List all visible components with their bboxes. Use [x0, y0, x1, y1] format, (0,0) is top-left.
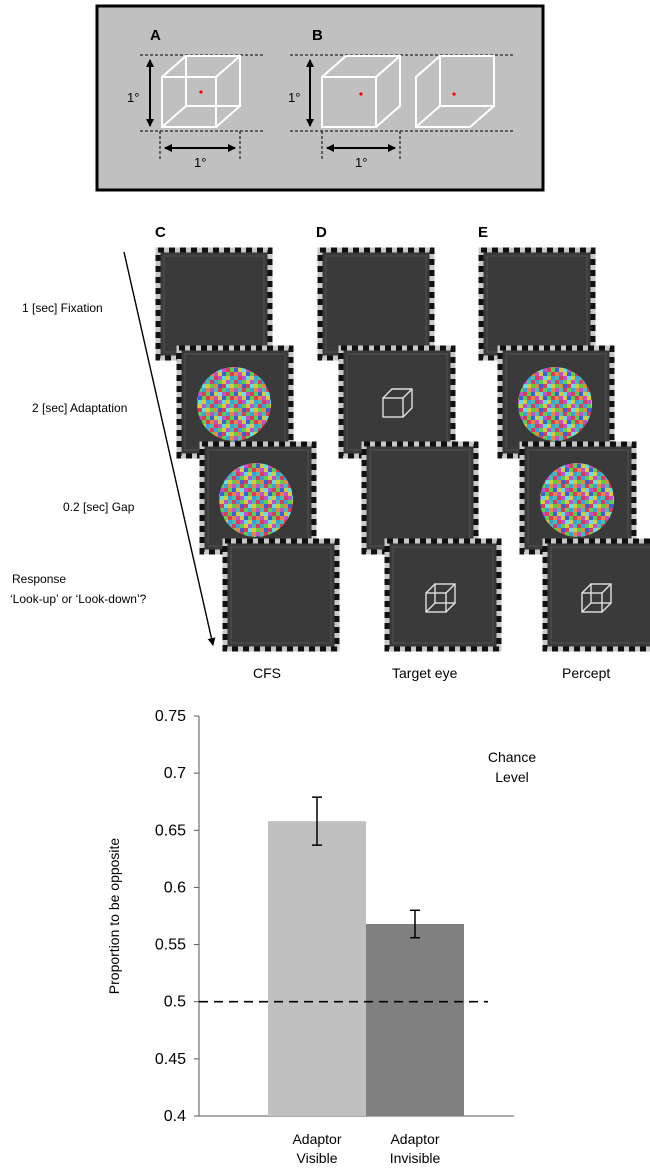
panel-d-label: D	[316, 224, 327, 241]
time-arrow	[123, 251, 216, 646]
fixation-dot-b-left	[359, 92, 363, 96]
step-label-adaptation: 2 [sec] Adaptation	[32, 401, 127, 415]
column-cfs	[158, 250, 337, 649]
y-tick-label: 0.6	[164, 879, 186, 896]
y-tick-label: 0.45	[155, 1051, 186, 1068]
chance-label-line1: Chance	[488, 749, 536, 765]
procedure-diagram: C D E 1 [sec] Fixation 2 [sec] Adaptatio…	[10, 224, 650, 681]
x-category-label: Adaptor	[292, 1131, 341, 1147]
y-ticks: 0.75 0.7 0.65 0.6 0.55 0.5 0.45 0.4	[155, 708, 199, 1125]
panel-c-label: C	[155, 224, 166, 241]
fixation-dot-b-right	[452, 92, 456, 96]
panel-a-label: A	[150, 27, 161, 44]
panel-a-vertical-size: 1°	[127, 90, 139, 105]
panel-b-horizontal-size: 1°	[355, 155, 367, 170]
chance-label-line2: Level	[495, 769, 528, 785]
bar-chart: 0.75 0.7 0.65 0.6 0.55 0.5 0.45 0.4 Chance Leve…	[106, 708, 536, 1166]
step-label-gap: 0.2 [sec] Gap	[63, 500, 135, 514]
y-tick-label: 0.65	[155, 822, 186, 839]
necker-cube-percept	[581, 583, 612, 613]
x-category-label: Invisible	[390, 1150, 441, 1166]
y-tick-label: 0.75	[155, 708, 186, 725]
caption-cfs: CFS	[253, 665, 281, 681]
caption-target-eye: Target eye	[392, 665, 458, 681]
y-tick-label: 0.4	[164, 1108, 186, 1125]
panel-a-horizontal-size: 1°	[194, 155, 206, 170]
response-label: Response	[12, 572, 66, 586]
response-question: ‘Look-up’ or ‘Look-down’?	[10, 592, 147, 606]
panel-b-label: B	[312, 27, 323, 44]
stimulus-panel: A B 1° 1° 1°	[95, 4, 545, 192]
y-tick-label: 0.7	[164, 765, 186, 782]
caption-percept: Percept	[562, 665, 610, 681]
bar-adaptor-invisible	[366, 924, 464, 1116]
step-label-fixation: 1 [sec] Fixation	[22, 301, 103, 315]
y-tick-label: 0.5	[164, 994, 186, 1011]
x-category-label: Visible	[297, 1150, 338, 1166]
panel-e-label: E	[478, 224, 488, 241]
error-bars	[312, 796, 420, 939]
x-labels: Adaptor Visible Adaptor Invisible	[292, 1131, 440, 1166]
opaque-cube-right	[415, 55, 495, 128]
opaque-cube-stimulus	[382, 388, 413, 418]
necker-cube-target	[425, 583, 456, 613]
y-tick-label: 0.55	[155, 937, 186, 954]
necker-cube-a	[161, 55, 241, 128]
column-percept	[481, 250, 650, 649]
opaque-cube-left	[321, 55, 401, 128]
x-category-label: Adaptor	[390, 1131, 439, 1147]
bar-adaptor-visible	[268, 821, 366, 1116]
bars	[268, 821, 464, 1116]
column-target-eye	[320, 250, 499, 649]
y-axis-label: Proportion to be opposite	[106, 838, 122, 995]
fixation-dot-a	[199, 90, 203, 94]
panel-b-vertical-size: 1°	[288, 90, 300, 105]
